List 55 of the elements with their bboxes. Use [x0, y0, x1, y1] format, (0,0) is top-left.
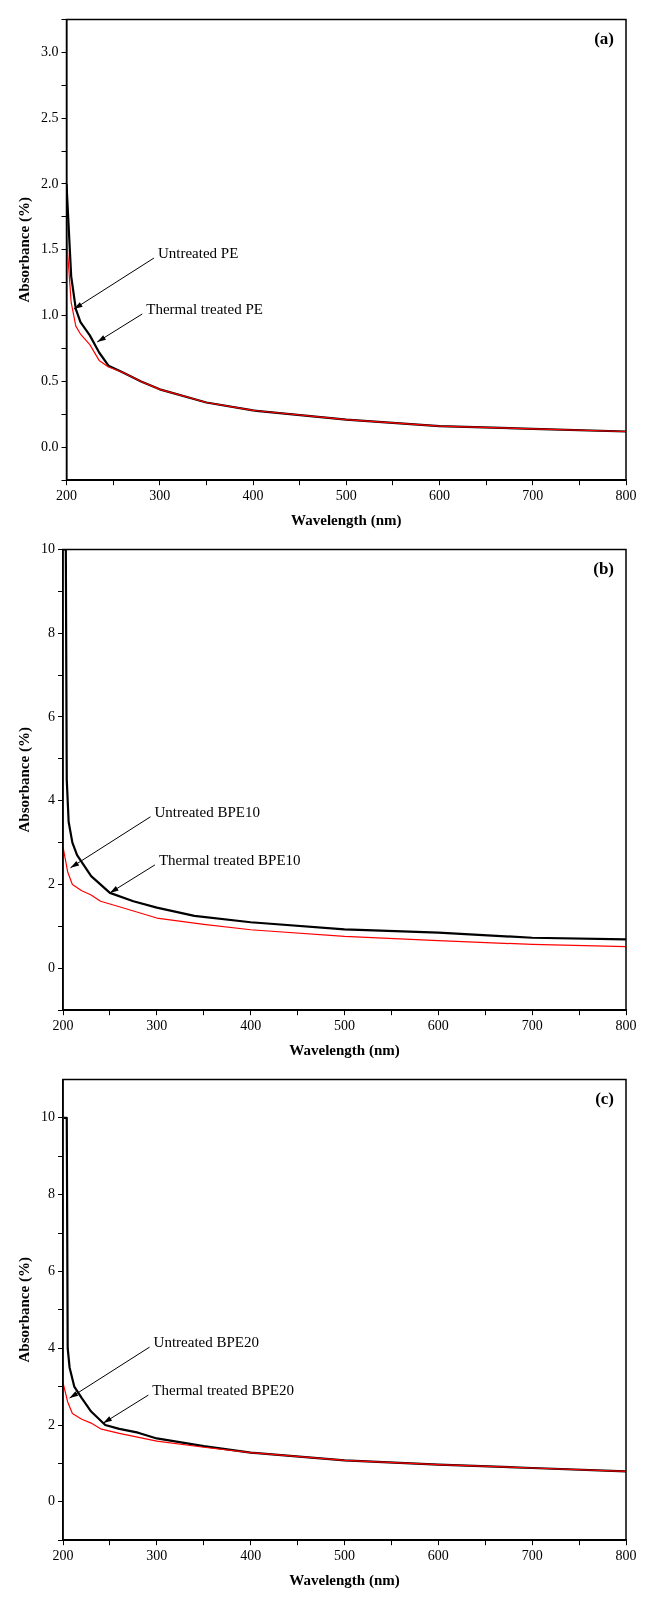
y-tick-label: 4	[48, 792, 55, 808]
annotation: Untreated BPE10	[154, 803, 260, 820]
annotation: Untreated PE	[157, 244, 239, 261]
x-tick-label: 700	[522, 488, 544, 504]
y-tick-label: 0	[48, 959, 55, 975]
x-axis-title: Wavelength (nm)	[289, 1571, 400, 1589]
x-tick-label: 400	[240, 1018, 262, 1034]
x-tick-label: 200	[56, 488, 77, 504]
annotation: Thermal treated BPE10	[158, 851, 301, 868]
y-tick-label: 3.0	[41, 43, 59, 59]
x-tick-label: 400	[240, 1548, 262, 1564]
x-tick-label: 800	[615, 1548, 637, 1564]
annotation: Thermal treated PE	[146, 300, 263, 317]
y-tick-label: 10	[41, 541, 55, 557]
x-tick-label: 700	[521, 1548, 543, 1564]
annotation: Thermal treated BPE20	[152, 1382, 294, 1399]
x-axis-title: Wavelength (nm)	[291, 511, 402, 529]
y-tick-label: 6	[48, 708, 55, 724]
x-tick-label: 500	[335, 488, 357, 504]
x-tick-label: 700	[521, 1018, 543, 1034]
y-axis-title: Absorbance (%)	[15, 1257, 33, 1363]
y-tick-label: 0	[48, 1493, 55, 1509]
x-axis-title: Wavelength (nm)	[289, 1041, 400, 1059]
x-tick-label: 600	[427, 1018, 449, 1034]
annotation: (c)	[595, 1089, 614, 1109]
x-tick-label: 400	[242, 488, 264, 504]
x-tick-label: 500	[334, 1548, 355, 1564]
y-tick-label: 6	[48, 1263, 55, 1279]
annotation: (a)	[594, 29, 614, 49]
y-tick-label: 2	[48, 1416, 55, 1432]
x-tick-label: 600	[429, 488, 450, 504]
annotation: Untreated BPE20	[153, 1334, 259, 1351]
y-tick-label: 1.0	[41, 307, 59, 323]
annotation: (b)	[593, 559, 614, 579]
x-tick-label: 200	[52, 1548, 74, 1564]
y-tick-label: 1.5	[41, 241, 59, 257]
x-tick-label: 300	[146, 1018, 168, 1034]
x-tick-label: 300	[146, 1548, 168, 1564]
x-tick-label: 500	[334, 1018, 355, 1034]
y-tick-label: 10	[41, 1109, 55, 1125]
y-tick-label: 2	[48, 876, 55, 892]
x-tick-label: 600	[427, 1548, 449, 1564]
y-tick-label: 4	[48, 1339, 55, 1355]
y-axis-title: Absorbance (%)	[15, 727, 33, 833]
y-tick-label: 8	[48, 624, 55, 640]
x-tick-label: 300	[149, 488, 171, 504]
y-tick-label: 0.5	[41, 373, 59, 389]
x-tick-label: 800	[615, 1018, 637, 1034]
x-tick-label: 200	[52, 1018, 74, 1034]
y-tick-label: 8	[48, 1186, 55, 1202]
y-tick-label: 2.5	[41, 109, 59, 125]
y-tick-label: 0.0	[41, 438, 59, 454]
y-axis-title: Absorbance (%)	[15, 197, 33, 303]
y-tick-label: 2.0	[41, 175, 59, 191]
x-tick-label: 800	[615, 488, 637, 504]
